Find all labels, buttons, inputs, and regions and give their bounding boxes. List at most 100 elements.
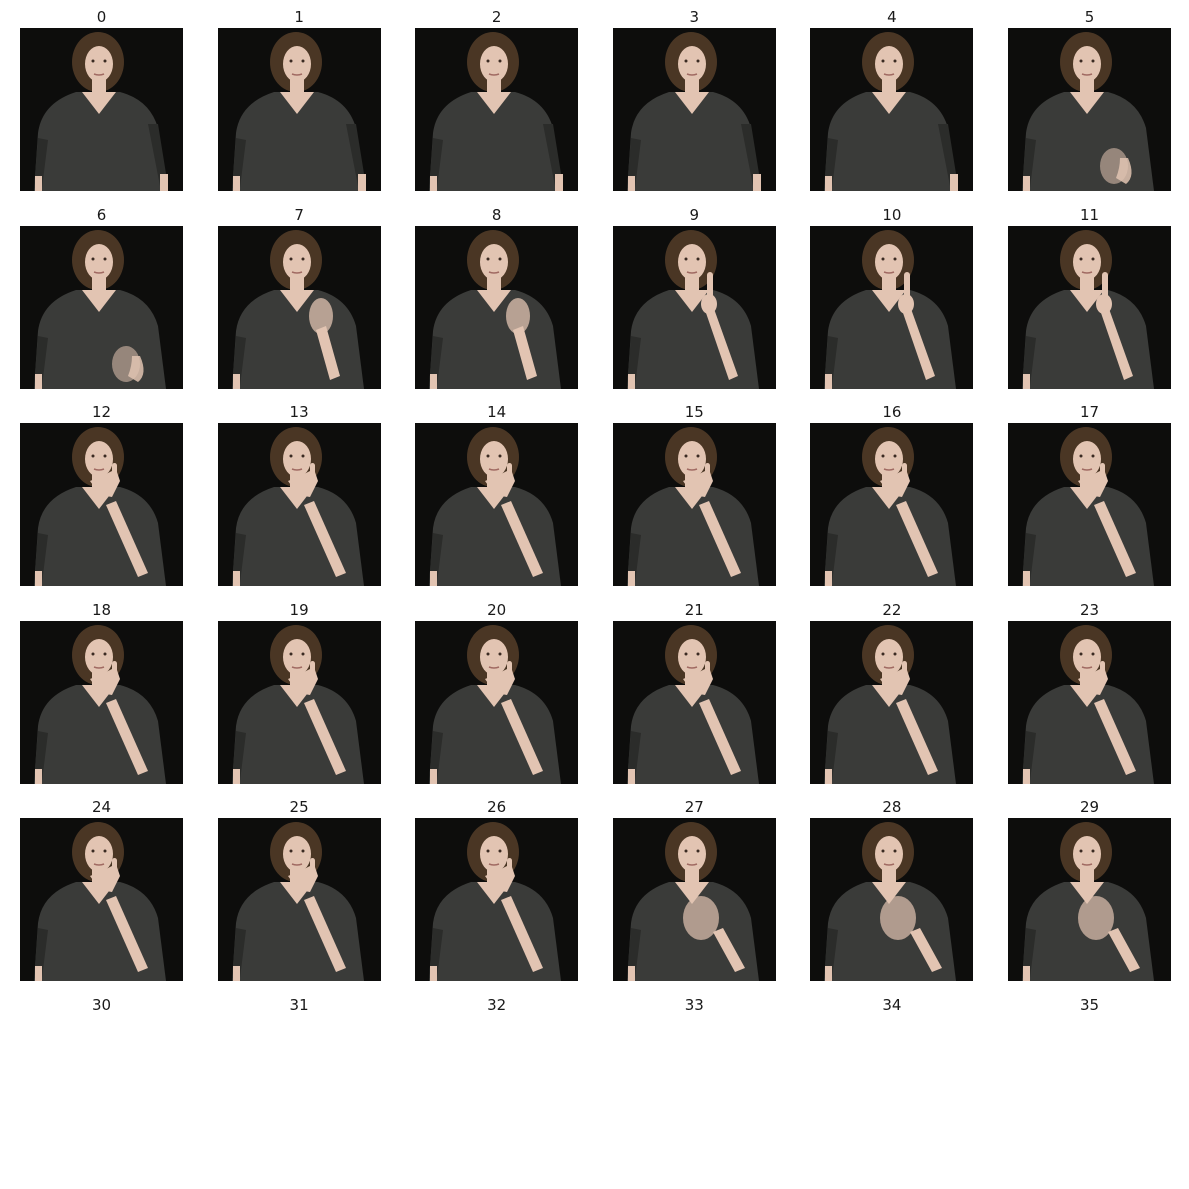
frame-label: 23 — [1079, 600, 1100, 619]
left-eye — [289, 59, 293, 63]
left-sleeve — [824, 533, 839, 584]
video-frame-image — [217, 423, 381, 587]
frame-label: 17 — [1079, 403, 1100, 422]
left-hand — [825, 373, 833, 389]
frame-cell: 29 — [1008, 798, 1171, 982]
left-sleeve — [1022, 533, 1036, 584]
left-eye — [881, 849, 885, 853]
left-hand — [1023, 176, 1030, 191]
left-hand — [825, 966, 833, 982]
face — [480, 441, 509, 478]
shirt — [231, 92, 364, 191]
video-frame-image — [415, 28, 579, 191]
right-eye — [1091, 257, 1095, 261]
right-arm — [1078, 660, 1136, 775]
left-eye — [881, 652, 885, 656]
mouth — [93, 666, 105, 669]
right-eye — [1091, 454, 1095, 458]
face — [875, 243, 904, 280]
frame-cell: 0 — [20, 8, 183, 191]
left-eye — [1079, 59, 1083, 63]
frame-cell: 26 — [415, 798, 579, 982]
video-frame-image — [612, 818, 776, 982]
right-eye — [301, 59, 305, 63]
left-hand — [627, 768, 635, 784]
frame-cell: 6 — [20, 206, 183, 389]
neckline — [872, 92, 907, 114]
right-arm — [880, 463, 939, 578]
face — [1073, 836, 1101, 873]
left-eye — [684, 257, 688, 261]
mouth — [488, 863, 500, 867]
left-sleeve — [429, 335, 444, 386]
frame-label: 10 — [882, 205, 902, 224]
face — [85, 243, 113, 280]
right-arm — [287, 463, 346, 578]
right-arm — [112, 345, 144, 382]
frame-label: 24 — [91, 798, 112, 817]
frame-cell: 1 — [217, 8, 381, 191]
video-frame-image — [1008, 28, 1171, 191]
frame-cell: 11 — [1008, 206, 1171, 389]
face — [85, 836, 113, 873]
left-sleeve — [429, 730, 444, 781]
frame-cell: 3 — [612, 8, 776, 191]
left-hand — [430, 966, 438, 982]
face — [1073, 243, 1101, 280]
right-eye — [498, 257, 502, 261]
frame-cell: 30 — [20, 996, 183, 1179]
mouth — [291, 666, 302, 669]
left-eye — [289, 849, 293, 853]
frame-label: 14 — [487, 403, 507, 422]
left-sleeve — [824, 138, 839, 188]
left-sleeve — [824, 335, 839, 386]
right-eye — [103, 849, 107, 853]
neckline — [872, 882, 907, 905]
right-eye — [301, 652, 305, 656]
frame-label: 20 — [487, 600, 507, 619]
frame-cell: 24 — [20, 798, 183, 982]
frame-label: 6 — [96, 205, 107, 224]
frame-cell: 18 — [20, 601, 183, 784]
video-frame-image — [612, 225, 776, 389]
right-eye — [893, 59, 897, 63]
left-sleeve — [231, 730, 246, 781]
video-frame-image — [612, 620, 776, 784]
left-eye — [486, 454, 490, 458]
face — [875, 638, 904, 675]
right-arm — [682, 896, 745, 973]
mouth — [488, 73, 500, 76]
neckline — [1070, 92, 1104, 114]
left-sleeve — [626, 533, 641, 584]
mouth — [884, 270, 895, 274]
frame-cell: 28 — [810, 798, 974, 982]
mouth — [488, 468, 500, 471]
frame-label: 32 — [487, 996, 507, 1014]
neckline — [674, 882, 709, 905]
mouth — [686, 468, 698, 471]
video-frame-image — [810, 818, 974, 982]
left-eye — [486, 257, 490, 261]
mouth — [291, 468, 302, 471]
shirt — [34, 92, 166, 191]
right-arm — [880, 896, 943, 973]
right-arm — [90, 660, 148, 775]
mouth — [686, 863, 698, 867]
left-sleeve — [34, 335, 48, 386]
right-eye — [103, 652, 107, 656]
mouth — [93, 270, 105, 274]
left-hand — [1023, 373, 1030, 389]
frame-cell: 14 — [415, 403, 579, 587]
frame-cell: 34 — [810, 996, 973, 1179]
face — [282, 441, 311, 478]
right-arm — [682, 463, 741, 578]
frame-label: 4 — [887, 8, 897, 26]
mouth — [686, 73, 698, 76]
left-sleeve — [824, 730, 839, 781]
mouth — [884, 666, 895, 669]
mouth — [686, 666, 698, 669]
right-eye — [103, 59, 107, 63]
right-eye — [498, 849, 502, 853]
right-eye — [301, 849, 305, 853]
left-sleeve — [626, 730, 641, 781]
